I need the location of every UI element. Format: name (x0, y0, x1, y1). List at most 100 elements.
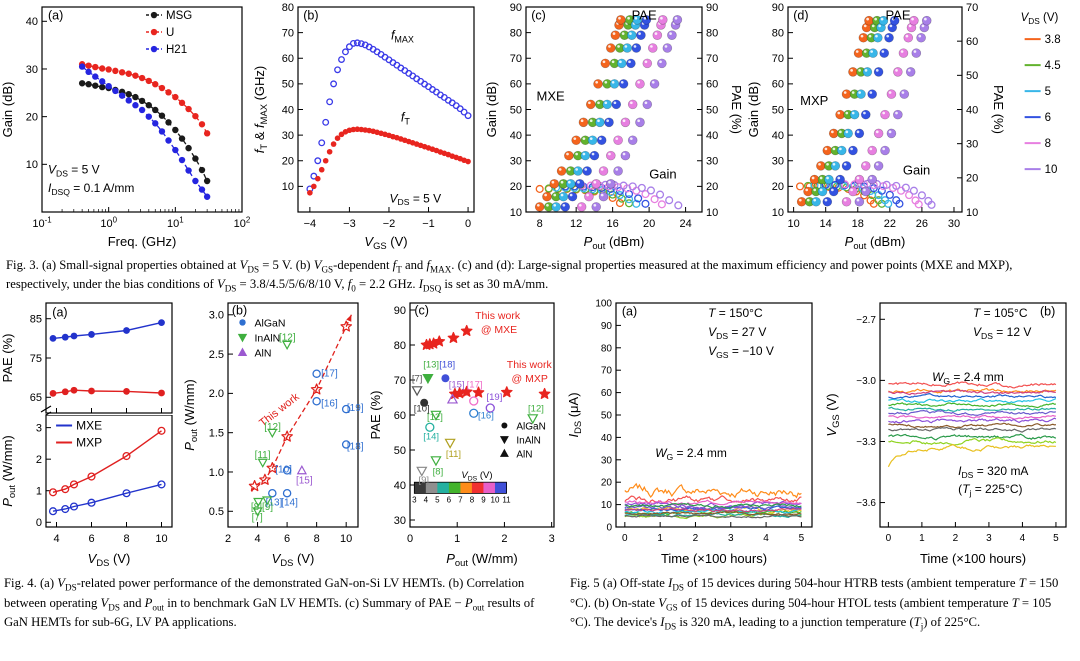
svg-text:8: 8 (537, 218, 543, 230)
svg-text:@ MXP: @ MXP (512, 373, 548, 385)
svg-text:0: 0 (886, 533, 892, 544)
svg-text:40: 40 (510, 130, 522, 142)
svg-text:AlN: AlN (255, 348, 272, 360)
svg-text:70: 70 (966, 2, 978, 14)
svg-text:[13]: [13] (266, 498, 283, 509)
svg-text:VGS = −10 V: VGS = −10 V (708, 345, 774, 361)
bottom-section: 65 75 85 PAE (%) (a) 4 6 8 10 0 1 2 3 VDS (V) Pout (W… (0, 297, 1080, 633)
fig4a-broken-axis-chart: 65 75 85 PAE (%) (a) 4 6 8 10 0 1 2 3 VDS (V) Pout (W… (0, 297, 182, 569)
svg-text:80: 80 (394, 340, 406, 352)
svg-text:(Tj = 225°C): (Tj = 225°C) (958, 482, 1022, 498)
svg-text:−3.0: −3.0 (856, 376, 876, 387)
svg-text:PAE (%): PAE (%) (991, 85, 1006, 134)
svg-text:[8]: [8] (251, 503, 262, 514)
svg-text:6: 6 (1045, 112, 1051, 124)
svg-text:3: 3 (412, 496, 417, 505)
svg-text:80: 80 (282, 2, 294, 14)
svg-text:[11]: [11] (446, 449, 461, 460)
svg-text:100: 100 (100, 215, 117, 230)
svg-text:50: 50 (706, 104, 718, 116)
svg-text:10: 10 (26, 159, 38, 171)
svg-text:VDS (V): VDS (V) (461, 471, 492, 483)
svg-text:60: 60 (601, 389, 613, 400)
svg-text:90: 90 (706, 2, 718, 14)
fig3d-mxp-large-signal-chart: 10 14 18 22 26 30 10 20 30 40 50 60 70 80 90 10 20 30 40 50… (746, 0, 1080, 252)
svg-text:0: 0 (407, 533, 413, 545)
svg-text:30: 30 (706, 156, 718, 168)
svg-text:(b): (b) (1040, 305, 1055, 319)
svg-text:−4: −4 (304, 218, 317, 230)
svg-text:50: 50 (510, 104, 522, 116)
svg-text:PAE (%): PAE (%) (368, 391, 383, 440)
fig5b-htol-vgs-chart: 0 1 2 3 4 5 −2.7 −3.0 −3.3 −3.6 Time (×100 hours) V… (824, 297, 1078, 569)
svg-text:[17]: [17] (321, 369, 338, 380)
svg-text:−1: −1 (422, 218, 435, 230)
fig3a-small-signal-gain-chart: 10-1 100 101 102 10 20 30 40 Freq. (GHz) Gain (dB… (0, 0, 252, 252)
svg-text:H21: H21 (166, 44, 187, 56)
svg-text:Pout (W/mm): Pout (W/mm) (182, 380, 199, 452)
fig5-row: 0 1 2 3 4 5 0 10 20 30 40 50 60 70 80 90 100 Time (×100 h… (566, 297, 1080, 569)
svg-text:0: 0 (465, 218, 471, 230)
svg-text:fMAX: fMAX (391, 29, 414, 45)
svg-text:11: 11 (502, 496, 511, 505)
svg-text:40: 40 (706, 130, 718, 142)
svg-text:[16]: [16] (478, 411, 494, 422)
svg-text:[7]: [7] (412, 374, 423, 385)
svg-text:(d): (d) (793, 8, 808, 22)
svg-text:30: 30 (601, 456, 613, 467)
svg-text:[17]: [17] (467, 380, 483, 391)
svg-text:fT & fMAX (GHz): fT & fMAX (GHz) (252, 66, 269, 154)
svg-text:AlN: AlN (516, 450, 532, 461)
svg-text:−2.7: −2.7 (856, 315, 876, 326)
svg-text:10: 10 (510, 207, 522, 219)
svg-text:10: 10 (282, 181, 294, 193)
svg-text:10-1: 10-1 (32, 215, 51, 230)
svg-text:1: 1 (657, 533, 663, 544)
svg-text:Gain: Gain (649, 167, 676, 182)
svg-text:PAE (%): PAE (%) (729, 85, 744, 134)
svg-text:102: 102 (234, 215, 251, 230)
svg-text:8: 8 (470, 496, 475, 505)
fig5-caption: Fig. 5 (a) Off-state IDS of 15 devices d… (570, 576, 1059, 632)
svg-text:[14]: [14] (281, 498, 298, 509)
svg-text:65: 65 (30, 393, 42, 405)
svg-text:10: 10 (787, 218, 799, 230)
svg-text:40: 40 (282, 104, 294, 116)
svg-text:2: 2 (225, 533, 231, 545)
svg-text:(a): (a) (52, 306, 67, 320)
svg-text:IDS = 320 mA: IDS = 320 mA (958, 465, 1028, 481)
svg-text:(a): (a) (622, 305, 637, 319)
svg-text:VDS = 27 V: VDS = 27 V (708, 326, 766, 342)
svg-text:1: 1 (36, 486, 42, 498)
svg-text:0: 0 (36, 518, 42, 530)
svg-text:[9]: [9] (418, 476, 429, 487)
svg-text:(a): (a) (48, 8, 63, 22)
svg-text:Gain (dB): Gain (dB) (746, 82, 761, 138)
svg-text:Freq. (GHz): Freq. (GHz) (108, 234, 177, 249)
svg-text:3.8: 3.8 (1045, 34, 1061, 46)
svg-text:WG = 2.4 mm: WG = 2.4 mm (932, 370, 1004, 386)
svg-text:5: 5 (1045, 86, 1051, 98)
svg-text:70: 70 (601, 366, 613, 377)
svg-text:T = 150°C: T = 150°C (708, 307, 763, 321)
svg-text:75: 75 (30, 353, 42, 365)
svg-text:10: 10 (772, 207, 784, 219)
svg-text:2: 2 (36, 454, 42, 466)
svg-text:WG = 2.4 mm: WG = 2.4 mm (655, 447, 727, 463)
svg-text:70: 70 (706, 53, 718, 65)
svg-text:InAlN: InAlN (255, 333, 281, 345)
svg-text:4: 4 (1020, 533, 1026, 544)
svg-text:80: 80 (510, 27, 522, 39)
svg-text:3.0: 3.0 (209, 310, 224, 322)
svg-text:U: U (166, 27, 174, 39)
svg-text:[15]: [15] (296, 476, 313, 487)
svg-text:10: 10 (1045, 164, 1058, 176)
svg-text:3: 3 (728, 533, 734, 544)
svg-text:[18]: [18] (439, 360, 455, 371)
svg-text:[14]: [14] (423, 432, 439, 443)
svg-text:24: 24 (679, 218, 691, 230)
svg-text:[12]: [12] (528, 404, 544, 415)
fig4a-pout-panel: 4 6 8 10 0 1 2 3 VDS (V) Pout (W/mm) MXE MXP (0, 415, 182, 569)
svg-text:IDS (μA): IDS (μA) (566, 393, 583, 438)
